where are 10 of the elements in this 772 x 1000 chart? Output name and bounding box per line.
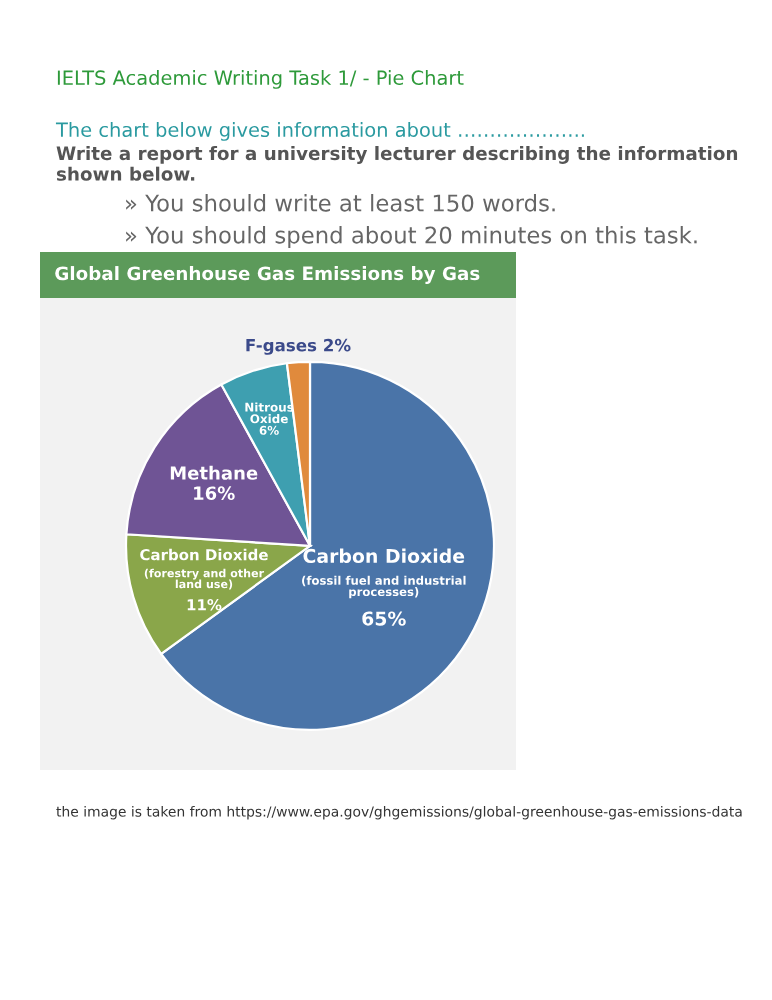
text: Write a report for a university lecturer describing the information shown below.	[56, 146, 738, 181]
text: The chart below gives information about ………………..	[55, 122, 584, 141]
text: IELTS Academic Writing Task 1/ - Pie Chart	[57, 70, 464, 89]
slice-label: Methane	[170, 465, 258, 480]
chart-title: Global Greenhouse Gas Emissions by Gas	[55, 266, 480, 284]
data-label: 65%	[362, 611, 406, 626]
data-label: 16%	[194, 486, 235, 501]
text: » You should spend about 20 minutes on this task.	[126, 226, 697, 249]
text: » You should write at least 150 words.	[126, 194, 555, 212]
slice-label: F-gases 2%	[246, 338, 351, 355]
